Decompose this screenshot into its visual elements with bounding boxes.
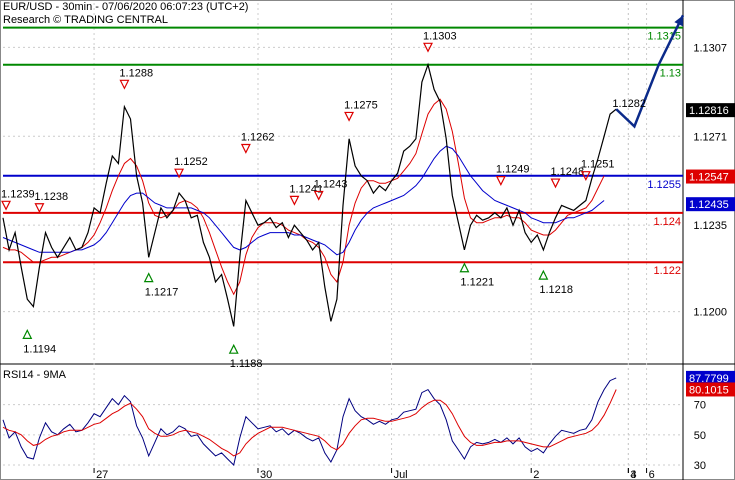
x-tick-label: 6	[649, 469, 655, 480]
swing-high-marker	[240, 143, 251, 154]
swing-high-label: 1.1303	[423, 30, 457, 42]
x-tick-label: Jul	[394, 469, 408, 480]
swing-high-label: 1.1288	[119, 67, 153, 79]
swing-high-label: 1.1248	[551, 166, 585, 178]
rsi-tag-label: 87.7799	[689, 373, 729, 385]
forecast-arrowhead	[674, 15, 683, 27]
rsi_ma-line	[2, 389, 617, 457]
swing-high-marker	[344, 111, 355, 122]
x-tick-label: 27	[96, 469, 108, 480]
swing-high-label: 1.1239	[1, 188, 35, 200]
y-tick-label: 1.1307	[693, 42, 727, 54]
swing-high-marker	[495, 176, 506, 186]
swing-high-marker	[313, 190, 324, 201]
rsi-tick-label: 50	[694, 430, 706, 442]
swing-low-marker	[22, 329, 33, 339]
swing-high-marker	[1, 200, 12, 211]
swing-high-label: 1.1275	[344, 99, 378, 111]
swing-low-marker	[228, 343, 239, 354]
swing-high-label: 1.1251	[581, 159, 615, 171]
y-tick-label: 1.1235	[693, 220, 727, 232]
rsi-title: RSI14 - 9MA	[3, 369, 67, 381]
x-tick-label: 4	[630, 469, 636, 480]
swing-low-label: 1.1221	[460, 277, 494, 289]
swing-low-label: 1.1218	[539, 284, 573, 296]
price-tag-label: 1.12816	[689, 105, 729, 117]
swing-low-label: 1.1188	[230, 358, 263, 370]
swing-high-label: 1.1249	[496, 164, 530, 176]
swing-high-marker	[550, 178, 561, 189]
swing-high-marker	[34, 203, 45, 214]
swing-high-marker	[423, 42, 433, 53]
swing-low-marker	[459, 262, 470, 273]
chart-title: EUR/USD - 30min - 07/06/2020 06:07:23 (U…	[3, 1, 249, 13]
rsi-line	[2, 377, 617, 466]
price-tag-bg	[686, 197, 735, 212]
x-tick-label: 2	[533, 469, 539, 480]
price-tag-bg	[686, 103, 735, 118]
swing-low-marker	[143, 272, 154, 283]
swing-high-label: 1.1243	[314, 178, 348, 190]
swing-low-marker	[538, 269, 549, 280]
rsi-tag-label: 80.1015	[689, 384, 729, 396]
rsi-tag-bg	[686, 370, 735, 385]
ma_fast-line	[2, 98, 605, 296]
swing-low-label: 1.1194	[23, 343, 56, 355]
swing-high-label: 1.1238	[34, 191, 68, 203]
swing-high-marker	[289, 195, 300, 206]
y-tick-label: 1.1200	[693, 307, 727, 319]
level-label: 1.124	[653, 216, 681, 228]
swing-high-label: 1.1252	[174, 156, 208, 168]
price-tag-bg	[686, 169, 735, 184]
level-label: 1.122	[653, 265, 681, 277]
x-tick-label: 3	[630, 469, 636, 480]
swing-high-marker	[580, 171, 591, 182]
level-label: 1.1315	[647, 31, 681, 43]
chart-credit: Research © TRADING CENTRAL	[3, 14, 168, 26]
rsi-tick-label: 70	[694, 400, 706, 412]
y-tick-label: 1.1271	[693, 131, 727, 143]
price-tag-label: 1.12547	[689, 172, 729, 184]
swing-high-label: 1.1262	[241, 132, 275, 144]
level-label: 1.13	[660, 68, 681, 80]
x-tick-label: 30	[260, 469, 272, 480]
price-tag-label: 1.12435	[689, 199, 729, 211]
price-line	[2, 62, 617, 327]
rsi-tick-label: 30	[694, 460, 706, 472]
ma_slow-line	[2, 145, 605, 256]
rsi-tag-bg	[686, 382, 735, 397]
forecast-path	[615, 14, 685, 129]
swing-low-label: 1.1217	[145, 287, 179, 299]
swing-high-marker	[119, 79, 130, 90]
level-label: 1.1255	[647, 179, 681, 191]
forecast-label: 1.1282	[612, 98, 646, 110]
swing-high-marker	[174, 168, 185, 179]
